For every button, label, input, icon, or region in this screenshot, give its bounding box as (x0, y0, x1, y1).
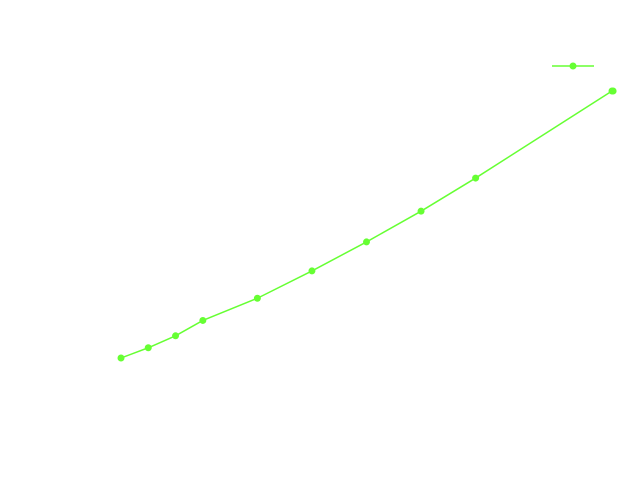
data-point-6 (363, 238, 370, 246)
legend (552, 62, 594, 70)
data-point-2 (172, 332, 180, 340)
data-point-8 (472, 174, 480, 182)
data-point-10 (609, 87, 617, 95)
data-point-7 (417, 207, 425, 215)
data-point-1 (144, 344, 152, 352)
data-point-5 (308, 267, 316, 275)
legend-marker (569, 62, 577, 70)
data-point-0 (117, 354, 125, 362)
series-line-0 (120, 90, 614, 359)
plot-area (117, 87, 617, 362)
data-point-3 (199, 316, 207, 324)
data-point-4 (253, 294, 261, 302)
